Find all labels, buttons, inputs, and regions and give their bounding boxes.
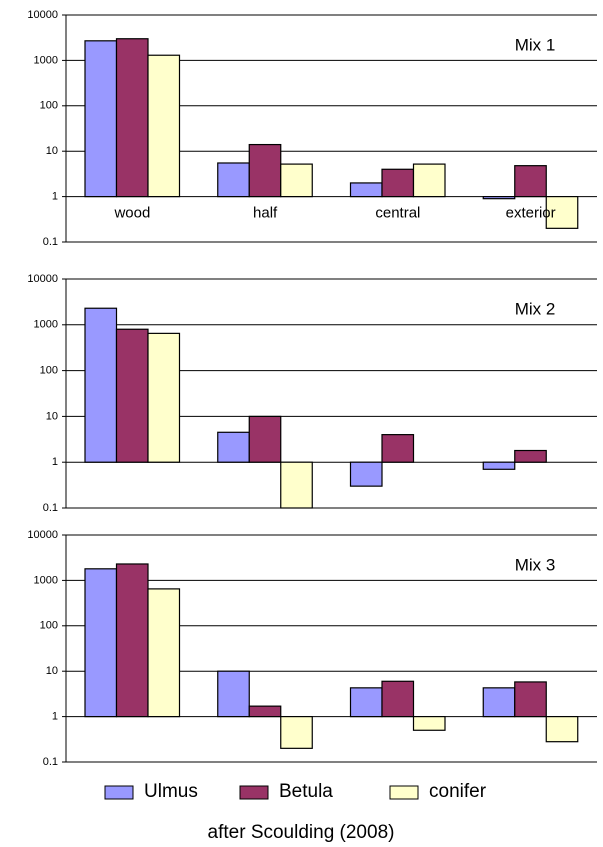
- y-tick-label: 0.1: [43, 502, 58, 514]
- x-tick-label: half: [253, 205, 278, 222]
- bar: [84, 568, 118, 718]
- y-tick-label: 1000: [34, 54, 58, 66]
- bar: [280, 715, 313, 749]
- y-tick-label: 1000: [34, 319, 58, 331]
- bar: [280, 461, 313, 509]
- chart-title: Mix 1: [515, 35, 556, 54]
- y-tick-label: 100: [40, 620, 58, 632]
- y-tick-label: 0.1: [43, 756, 58, 768]
- bar: [412, 163, 446, 198]
- bar: [482, 687, 516, 718]
- legend-label: Betula: [279, 781, 333, 802]
- bar: [514, 449, 547, 463]
- caption: after Scoulding (2008): [208, 822, 395, 843]
- bar: [115, 38, 149, 198]
- bar: [248, 415, 282, 463]
- bar: [84, 307, 118, 463]
- bar: [482, 461, 516, 470]
- bar: [217, 431, 250, 463]
- legend-swatch: [239, 785, 269, 800]
- x-tick-label: exterior: [506, 205, 556, 222]
- y-tick-label: 1: [52, 456, 58, 468]
- bar: [381, 168, 415, 198]
- legend-label: conifer: [429, 781, 487, 802]
- legend-swatch: [104, 785, 134, 800]
- x-tick-label: wood: [113, 205, 150, 222]
- bar: [147, 588, 181, 718]
- bar: [248, 143, 282, 198]
- bar: [115, 563, 149, 718]
- bar: [349, 182, 383, 198]
- y-tick-label: 0.1: [43, 236, 58, 248]
- y-tick-label: 1: [52, 711, 58, 723]
- bar: [412, 715, 446, 731]
- chart-title: Mix 2: [515, 299, 556, 318]
- y-tick-label: 10: [46, 410, 58, 422]
- bar: [147, 54, 181, 198]
- bar: [248, 705, 282, 718]
- bar: [514, 165, 547, 198]
- bar: [545, 196, 579, 229]
- x-tick-label: central: [375, 205, 420, 222]
- bar: [217, 670, 250, 718]
- y-tick-label: 1000: [34, 574, 58, 586]
- bar: [381, 434, 415, 463]
- bar: [514, 681, 547, 718]
- y-tick-label: 1: [52, 191, 58, 203]
- bar: [84, 40, 118, 198]
- y-tick-label: 10: [46, 145, 58, 157]
- bar: [349, 687, 383, 718]
- bar: [115, 328, 149, 463]
- y-tick-label: 100: [40, 100, 58, 112]
- legend-swatch: [389, 785, 419, 800]
- y-tick-label: 100: [40, 365, 58, 377]
- y-tick-label: 10000: [27, 9, 58, 21]
- bar: [545, 715, 579, 743]
- bar: [349, 461, 383, 487]
- chart-title: Mix 3: [515, 555, 556, 574]
- bar: [381, 680, 415, 718]
- bar: [217, 162, 250, 198]
- y-tick-label: 10: [46, 665, 58, 677]
- y-tick-label: 10000: [27, 529, 58, 541]
- legend-label: Ulmus: [144, 781, 198, 802]
- bar: [280, 163, 313, 198]
- y-tick-label: 10000: [27, 273, 58, 285]
- bar: [147, 332, 181, 463]
- bar: [482, 196, 516, 200]
